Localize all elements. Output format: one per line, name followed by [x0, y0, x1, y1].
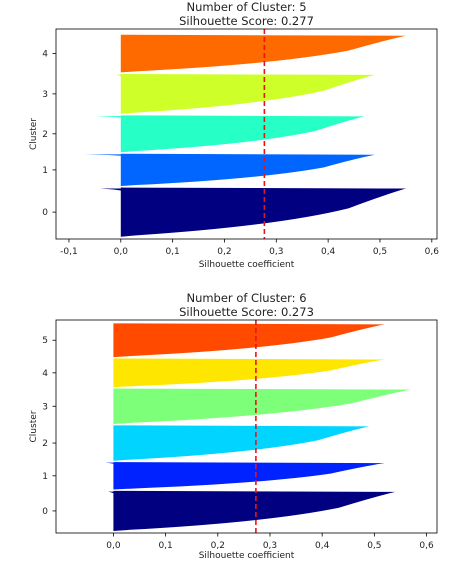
y-axis-label: Cluster: [29, 118, 39, 150]
chart-title: Number of Cluster: 5: [186, 0, 306, 14]
chart-subtitle: Silhouette Score: 0.273: [179, 305, 314, 319]
x-tick-label: 0,1: [165, 247, 179, 257]
x-tick-label: 0,2: [217, 247, 231, 257]
x-axis-label: Silhouette coefficient: [199, 551, 295, 561]
cluster-0-silhouette: [100, 187, 406, 237]
x-tick-label: 0,1: [158, 541, 172, 551]
cluster-0-silhouette: [108, 490, 396, 531]
x-tick-label: 0,6: [425, 247, 440, 257]
cluster-3-silhouette: [113, 388, 411, 424]
plot-frame: [55, 319, 438, 534]
x-tick-label: 0,3: [263, 541, 277, 551]
y-tick-label: 1: [42, 472, 48, 482]
x-tick-label: 0,4: [321, 247, 336, 257]
chart-subtitle: Silhouette Score: 0.277: [179, 14, 314, 28]
y-tick-label: 5: [42, 336, 48, 346]
y-tick-label: 3: [42, 402, 48, 412]
x-tick-label: 0,6: [419, 541, 434, 551]
y-tick-label: 3: [42, 90, 48, 100]
cluster-5-silhouette: [113, 323, 385, 358]
x-tick-label: 0,0: [106, 541, 121, 551]
y-tick-label: 2: [42, 439, 48, 449]
x-tick-label: 0,5: [373, 247, 387, 257]
y-tick-label: 2: [42, 130, 48, 140]
y-tick-label: 0: [42, 208, 48, 218]
y-tick-label: 4: [42, 50, 48, 60]
x-tick-label: -0,1: [60, 247, 78, 257]
x-tick-label: 0,4: [315, 541, 330, 551]
y-tick-label: 0: [42, 507, 48, 517]
x-tick-label: 0,2: [211, 541, 225, 551]
x-tick-label: 0,3: [269, 247, 283, 257]
cluster-4-silhouette: [120, 34, 406, 73]
cluster-4-silhouette: [113, 358, 385, 388]
cluster-1-silhouette: [105, 462, 385, 490]
x-axis-label: Silhouette coefficient: [199, 260, 295, 270]
cluster-2-silhouette: [94, 115, 365, 153]
y-tick-label: 1: [42, 166, 48, 176]
cluster-3-silhouette: [115, 73, 375, 114]
y-axis-label: Cluster: [29, 410, 39, 442]
cluster-1-silhouette: [84, 153, 375, 187]
chart-title: Number of Cluster: 6: [186, 291, 306, 305]
x-tick-label: 0,5: [367, 541, 381, 551]
cluster-2-silhouette: [113, 425, 370, 461]
x-tick-label: 0,0: [114, 247, 129, 257]
y-tick-label: 4: [42, 369, 48, 379]
